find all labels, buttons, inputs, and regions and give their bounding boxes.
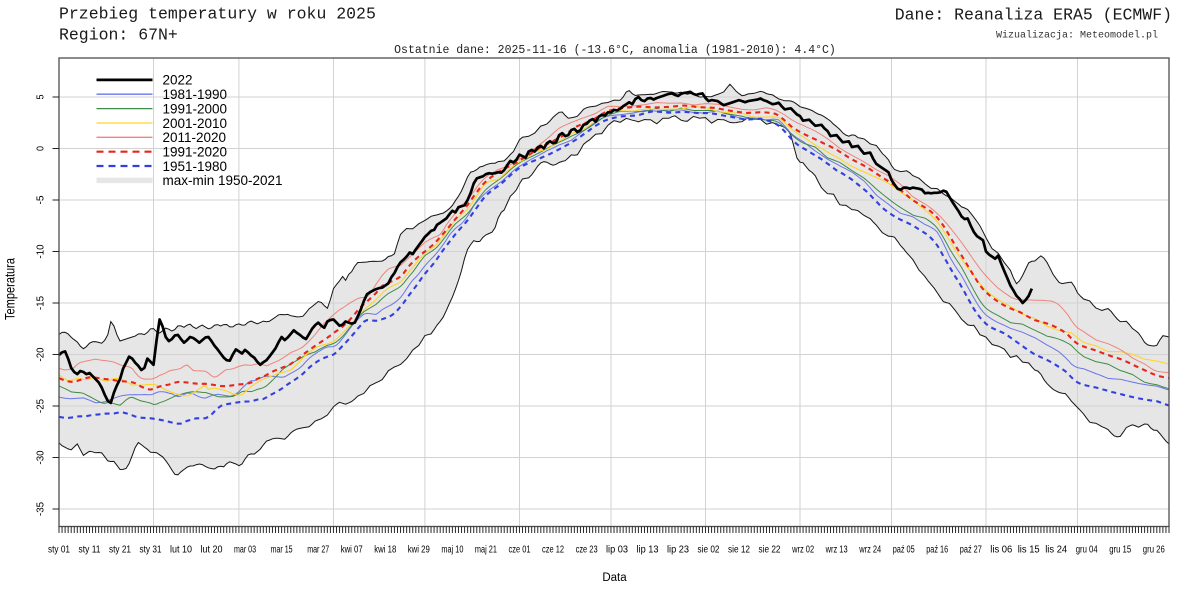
- svg-text:Dane: Reanaliza ERA5 (ECMWF): Dane: Reanaliza ERA5 (ECMWF): [895, 6, 1172, 25]
- svg-text:paź 16: paź 16: [926, 545, 948, 556]
- svg-text:cze 01: cze 01: [509, 545, 531, 556]
- svg-text:mar 03: mar 03: [234, 545, 256, 556]
- svg-text:-15: -15: [36, 296, 47, 310]
- svg-text:1991-2000: 1991-2000: [163, 101, 228, 116]
- svg-text:1991-2020: 1991-2020: [163, 145, 228, 160]
- svg-text:sty 31: sty 31: [140, 545, 162, 556]
- svg-text:Ostatnie dane: 2025-11-16 (-13: Ostatnie dane: 2025-11-16 (-13.6°C, anom…: [394, 44, 836, 57]
- svg-text:sie 02: sie 02: [698, 545, 720, 556]
- svg-text:sty 01: sty 01: [48, 545, 70, 556]
- svg-text:gru 04: gru 04: [1076, 545, 1098, 556]
- svg-text:cze 12: cze 12: [542, 545, 564, 556]
- svg-text:lis 15: lis 15: [1018, 545, 1040, 556]
- svg-text:paź 05: paź 05: [893, 545, 915, 556]
- svg-text:wrz 02: wrz 02: [791, 545, 814, 556]
- svg-text:sie 12: sie 12: [728, 545, 750, 556]
- svg-text:Wizualizacja: Meteomodel.pl: Wizualizacja: Meteomodel.pl: [996, 30, 1158, 42]
- svg-text:lis 06: lis 06: [990, 545, 1012, 556]
- svg-text:sty 11: sty 11: [79, 545, 101, 556]
- svg-text:maj 21: maj 21: [475, 545, 497, 556]
- svg-text:1981-1990: 1981-1990: [163, 87, 228, 102]
- svg-text:lut 10: lut 10: [170, 545, 192, 556]
- svg-text:-25: -25: [36, 399, 47, 413]
- svg-text:Temperatura: Temperatura: [3, 258, 18, 320]
- svg-text:lut 20: lut 20: [201, 545, 223, 556]
- svg-text:0: 0: [36, 146, 47, 151]
- svg-text:2011-2020: 2011-2020: [163, 130, 227, 145]
- svg-text:mar 27: mar 27: [307, 545, 329, 556]
- svg-text:2022: 2022: [163, 73, 193, 88]
- svg-text:-5: -5: [36, 195, 47, 204]
- svg-text:paź 27: paź 27: [960, 545, 982, 556]
- svg-text:lis 24: lis 24: [1045, 545, 1067, 556]
- svg-text:max-min 1950-2021: max-min 1950-2021: [163, 173, 283, 188]
- svg-text:-20: -20: [36, 347, 47, 361]
- svg-text:Region: 67N+: Region: 67N+: [59, 26, 178, 45]
- svg-text:sty 21: sty 21: [109, 545, 131, 556]
- svg-text:5: 5: [36, 94, 47, 99]
- svg-text:lip 13: lip 13: [637, 545, 659, 556]
- svg-text:-35: -35: [36, 502, 47, 516]
- svg-text:-30: -30: [36, 450, 47, 464]
- svg-text:gru 26: gru 26: [1143, 545, 1165, 556]
- svg-text:1951-1980: 1951-1980: [163, 159, 228, 174]
- svg-text:Data: Data: [602, 572, 627, 584]
- svg-text:kwi 29: kwi 29: [408, 545, 430, 556]
- svg-text:wrz 13: wrz 13: [825, 545, 848, 556]
- svg-text:maj 10: maj 10: [441, 545, 463, 556]
- svg-text:lip 23: lip 23: [667, 545, 689, 556]
- svg-text:kwi 18: kwi 18: [374, 545, 396, 556]
- svg-text:lip 03: lip 03: [606, 545, 628, 556]
- svg-text:kwi 07: kwi 07: [341, 545, 363, 556]
- svg-text:-10: -10: [36, 244, 47, 258]
- svg-text:mar 15: mar 15: [271, 545, 293, 556]
- svg-text:gru 15: gru 15: [1109, 545, 1131, 556]
- svg-text:2001-2010: 2001-2010: [163, 116, 228, 131]
- svg-text:sie 22: sie 22: [759, 545, 781, 556]
- svg-text:wrz 24: wrz 24: [858, 545, 881, 556]
- svg-text:Przebieg temperatury w roku 20: Przebieg temperatury w roku 2025: [59, 5, 376, 24]
- svg-text:cze 23: cze 23: [576, 545, 598, 556]
